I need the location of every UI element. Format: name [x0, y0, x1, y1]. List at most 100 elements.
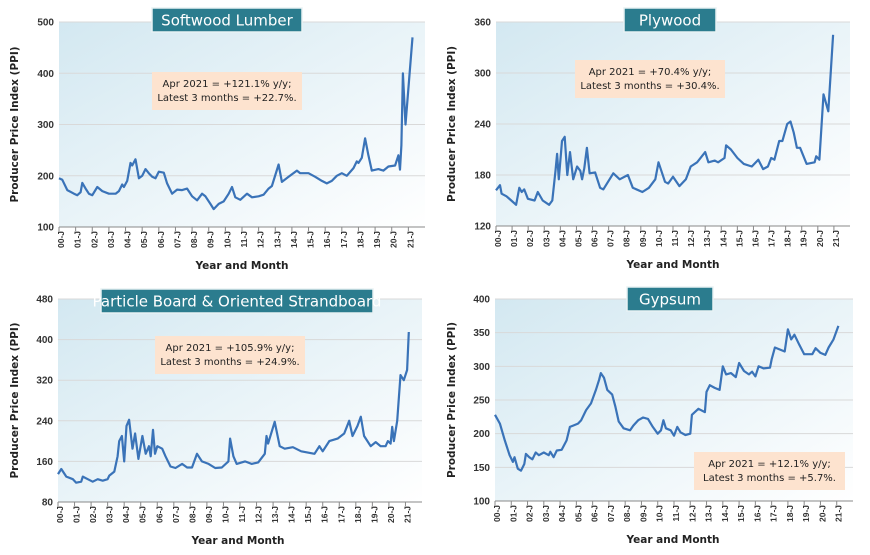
x-tick-label: 14-J	[289, 231, 299, 248]
y-tick-label: 100	[473, 497, 490, 508]
y-axis-title: Producer Price Index (PPI)	[446, 322, 458, 478]
x-tick-label: 12-J	[686, 230, 696, 247]
x-tick-label: 20-J	[815, 230, 825, 247]
y-tick-label: 300	[473, 362, 490, 373]
annotation-text: Latest 3 months = +5.7%.	[703, 473, 836, 484]
x-tick-label: 09-J	[638, 505, 648, 522]
x-axis-title: Year and Month	[625, 534, 719, 546]
x-tick-label: 00-J	[493, 230, 503, 247]
y-tick-label: 300	[474, 69, 491, 80]
x-tick-label: 03-J	[541, 230, 551, 247]
x-tick-label: 18-J	[353, 506, 363, 523]
annotation-text: Apr 2021 = +105.9% y/y;	[166, 343, 295, 354]
x-tick-label: 16-J	[320, 506, 330, 523]
y-tick-label: 160	[36, 457, 53, 468]
chart-title: Gypsum	[639, 291, 701, 309]
series-line	[495, 34, 835, 206]
annotation-box	[155, 336, 305, 374]
x-tick-label: 11-J	[671, 505, 681, 522]
x-tick-label: 16-J	[750, 230, 760, 247]
annotation-text: Apr 2021 = +12.1% y/y;	[708, 459, 831, 470]
x-tick-label: 09-J	[638, 230, 648, 247]
x-tick-label: 18-J	[785, 505, 795, 522]
x-tick-label: 19-J	[369, 506, 379, 523]
y-axis-title: Producer Price Index (PPI)	[9, 322, 21, 478]
x-tick-label: 16-J	[322, 231, 332, 248]
x-tick-label: 02-J	[525, 505, 535, 522]
annotation-box	[152, 72, 302, 110]
x-tick-label: 03-J	[541, 505, 551, 522]
x-axis-title: Year and Month	[190, 535, 284, 547]
chart-title-box	[626, 286, 714, 312]
y-tick-label: 400	[36, 335, 53, 346]
x-tick-label: 13-J	[704, 505, 714, 522]
x-tick-label: 10-J	[654, 230, 664, 247]
y-tick-label: 480	[36, 295, 53, 306]
x-tick-label: 06-J	[590, 505, 600, 522]
chart-title-box	[151, 7, 303, 33]
x-tick-label: 00-J	[56, 231, 66, 248]
x-tick-label: 05-J	[573, 505, 583, 522]
y-tick-label: 100	[37, 223, 54, 234]
x-tick-label: 06-J	[156, 231, 166, 248]
x-tick-label: 11-J	[237, 506, 247, 523]
x-tick-label: 05-J	[139, 231, 149, 248]
chart-panel-2: 80 160 240 320 400 480 00-J 01-J 02-J 03-J 04-J 05-…	[9, 288, 422, 547]
x-tick-label: 16-J	[752, 505, 762, 522]
x-tick-label: 02-J	[89, 231, 99, 248]
chart-title-box	[623, 7, 717, 33]
y-tick-label: 120	[474, 222, 491, 233]
y-tick-label: 300	[37, 120, 54, 131]
y-axis-title: Producer Price Index (PPI)	[446, 46, 458, 202]
x-tick-label: 15-J	[736, 505, 746, 522]
chart-panel-0: 100 200 300 400 500 00-J 01-J 02-J 03-J 04-J 05-J 0…	[9, 7, 425, 272]
x-tick-label: 05-J	[138, 506, 148, 523]
x-tick-label: 02-J	[525, 230, 535, 247]
chart-title: Particle Board & Oriented Strandboard	[93, 293, 382, 311]
x-tick-label: 07-J	[171, 506, 181, 523]
x-tick-label: 20-J	[817, 505, 827, 522]
y-tick-label: 250	[473, 396, 490, 407]
chart-panel-3: 100 150 200 250 300 350 400 00-J 01-J 02-J 03-J 04-…	[446, 286, 853, 546]
x-tick-label: 06-J	[154, 506, 164, 523]
x-tick-label: 06-J	[590, 230, 600, 247]
x-tick-label: 10-J	[220, 506, 230, 523]
y-tick-label: 500	[37, 18, 54, 29]
x-tick-label: 14-J	[718, 230, 728, 247]
x-tick-label: 15-J	[306, 231, 316, 248]
x-tick-label: 04-J	[557, 505, 567, 522]
x-tick-label: 21-J	[831, 230, 841, 247]
x-tick-label: 14-J	[287, 506, 297, 523]
x-tick-label: 04-J	[121, 506, 131, 523]
x-tick-label: 21-J	[834, 505, 844, 522]
y-tick-label: 150	[473, 463, 490, 474]
y-tick-label: 240	[36, 416, 53, 427]
chart-title: Softwood Lumber	[161, 12, 293, 30]
x-tick-label: 01-J	[508, 505, 518, 522]
x-tick-label: 07-J	[606, 230, 616, 247]
x-tick-label: 02-J	[88, 506, 98, 523]
x-tick-label: 19-J	[799, 230, 809, 247]
y-tick-label: 240	[474, 120, 491, 131]
annotation-box	[575, 60, 725, 98]
annotation-box	[694, 452, 845, 490]
x-tick-label: 20-J	[386, 506, 396, 523]
x-tick-label: 11-J	[239, 231, 249, 248]
x-tick-label: 12-J	[256, 231, 266, 248]
x-tick-label: 15-J	[734, 230, 744, 247]
x-tick-label: 19-J	[372, 231, 382, 248]
x-tick-label: 01-J	[509, 230, 519, 247]
x-tick-label: 17-J	[339, 231, 349, 248]
x-tick-label: 03-J	[105, 506, 115, 523]
x-tick-label: 08-J	[622, 505, 632, 522]
x-axis-title: Year and Month	[625, 259, 719, 271]
y-tick-label: 360	[474, 18, 491, 29]
x-tick-label: 17-J	[336, 506, 346, 523]
x-tick-label: 00-J	[55, 506, 65, 523]
x-tick-label: 01-J	[73, 231, 83, 248]
y-axis-title: Producer Price Index (PPI)	[9, 46, 21, 202]
annotation-text: Apr 2021 = +70.4% y/y;	[589, 67, 712, 78]
x-tick-label: 18-J	[783, 230, 793, 247]
